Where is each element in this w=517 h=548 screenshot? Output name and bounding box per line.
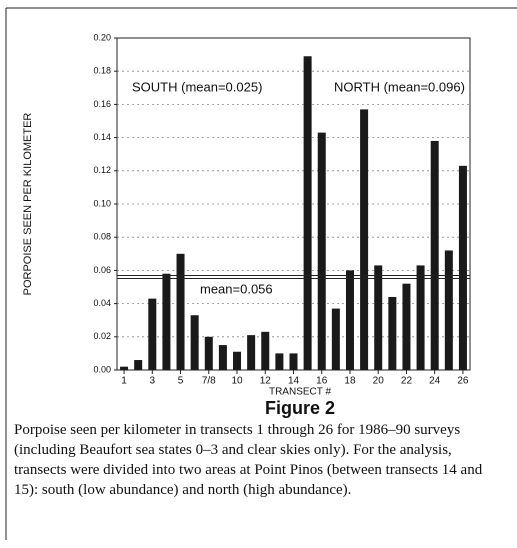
y-tick-label: 0.12 (93, 165, 111, 175)
x-tick-label: 26 (457, 376, 469, 387)
annotation: NORTH (mean=0.096) (334, 79, 465, 94)
bar (360, 109, 369, 370)
bar (374, 265, 383, 370)
y-tick-label: 0.18 (93, 66, 111, 76)
y-tick-label: 0.14 (93, 132, 111, 142)
bar (345, 270, 354, 370)
y-axis-label: PORPOISE SEEN PER KILOMETER (22, 113, 34, 296)
bar (416, 265, 425, 370)
y-tick-label: 0.08 (93, 232, 111, 242)
bar (148, 298, 157, 370)
y-tick-label: 0.04 (93, 298, 111, 308)
reference-label: mean=0.056 (200, 281, 273, 296)
bar (317, 132, 326, 370)
bar (430, 140, 439, 370)
bar (331, 308, 340, 370)
x-tick-label: 5 (178, 376, 184, 387)
bar (176, 253, 185, 370)
y-tick-label: 0.06 (93, 265, 111, 275)
figure-label: Figure 2 (264, 398, 335, 418)
bar (402, 283, 411, 370)
x-tick-label: 12 (260, 376, 272, 387)
x-tick-label: 20 (373, 376, 385, 387)
x-tick-label: 7/8 (202, 376, 216, 387)
x-tick-label: 14 (288, 376, 300, 387)
y-tick-label: 0.00 (93, 364, 111, 374)
bar (289, 353, 298, 370)
bar (388, 296, 397, 370)
caption: Porpoise seen per kilometer in transects… (14, 422, 483, 498)
bar (218, 345, 227, 370)
x-tick-label: 10 (231, 376, 243, 387)
bar (261, 331, 270, 370)
x-tick-label: 18 (344, 376, 356, 387)
bar (134, 360, 143, 370)
x-tick-label: 24 (429, 376, 441, 387)
bar (458, 165, 467, 370)
y-tick-label: 0.20 (93, 32, 111, 42)
y-tick-label: 0.02 (93, 331, 111, 341)
x-tick-label: 22 (401, 376, 413, 387)
x-axis-label: TRANSECT # (269, 387, 331, 398)
bar (190, 315, 199, 370)
y-tick-label: 0.16 (93, 99, 111, 109)
x-tick-label: 1 (121, 376, 127, 387)
bar (303, 56, 312, 370)
bar (162, 273, 171, 370)
y-tick-label: 0.10 (93, 198, 111, 208)
bar (233, 351, 242, 370)
bar (444, 250, 453, 370)
annotation: SOUTH (mean=0.025) (132, 79, 262, 94)
x-tick-label: 16 (316, 376, 328, 387)
x-tick-label: 3 (150, 376, 156, 387)
bar (204, 336, 213, 370)
bar (120, 366, 129, 370)
bar (275, 353, 284, 370)
bar (247, 335, 256, 370)
